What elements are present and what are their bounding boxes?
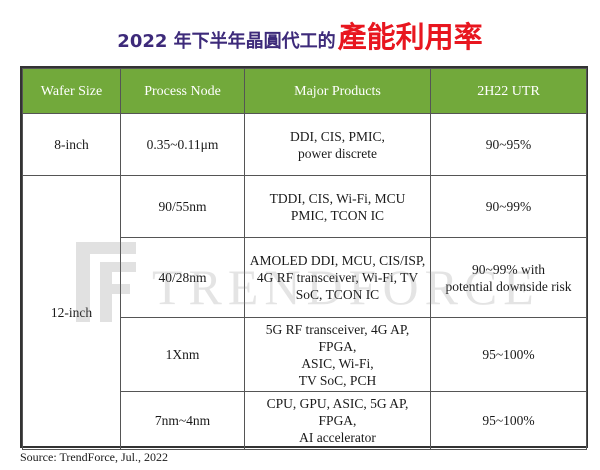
title-main-text: 2022 年下半年晶圓代工的 — [117, 31, 336, 52]
page-title: 2022 年下半年晶圓代工的產能利用率 — [0, 14, 600, 58]
cell-utr: 90~99% with potential downside risk — [430, 237, 587, 318]
cell-process-node: 90/55nm — [120, 175, 245, 238]
products-line: DDI, CIS, PMIC, — [290, 128, 385, 144]
cell-major-products: CPU, GPU, ASIC, 5G AP, FPGA, AI accelera… — [244, 391, 431, 450]
products-line: ASIC, Wi-Fi, — [301, 355, 374, 371]
cell-process-node: 40/28nm — [120, 237, 245, 318]
utilization-table: Wafer Size Process Node Major Products 2… — [22, 68, 587, 450]
cell-process-node: 7nm~4nm — [120, 391, 245, 450]
products-line: 5G RF transceiver, 4G AP, FPGA, — [265, 321, 410, 354]
title-accent-text: 產能利用率 — [337, 20, 483, 54]
cell-major-products: DDI, CIS, PMIC, power discrete — [244, 113, 431, 176]
cell-major-products: AMOLED DDI, MCU, CIS/ISP, 4G RF transcei… — [244, 237, 431, 318]
header-wafer-size: Wafer Size — [22, 68, 121, 114]
cell-utr: 90~95% — [430, 113, 587, 176]
cell-major-products: TDDI, CIS, Wi-Fi, MCU PMIC, TCON IC — [244, 175, 431, 238]
cell-process-node: 0.35~0.11μm — [120, 113, 245, 176]
utilization-table-frame: Wafer Size Process Node Major Products 2… — [20, 66, 588, 450]
products-line: AI accelerator — [299, 430, 376, 445]
source-note: Source: TrendForce, Jul., 2022 — [20, 450, 168, 464]
table-header-row: Wafer Size Process Node Major Products 2… — [22, 68, 587, 114]
cell-utr: 95~100% — [430, 317, 587, 392]
cell-process-node: 1Xnm — [120, 317, 245, 392]
cell-wafer-size: 8-inch — [22, 113, 121, 176]
cell-major-products: 5G RF transceiver, 4G AP, FPGA, ASIC, Wi… — [244, 317, 431, 392]
products-line: power discrete — [297, 145, 378, 161]
utr-line: potential downside risk — [445, 278, 572, 294]
table-row: 12-inch 90/55nm TDDI, CIS, Wi-Fi, MCU PM… — [22, 175, 587, 450]
table-row: 40/28nm AMOLED DDI, MCU, CIS/ISP, 4G RF … — [23, 237, 587, 318]
header-major-products: Major Products — [244, 68, 431, 114]
utr-line: 90~99% with — [472, 261, 545, 277]
products-line: TDDI, CIS, Wi-Fi, MCU — [269, 190, 406, 206]
products-line: 4G RF transceiver, Wi-Fi, TV — [256, 270, 419, 285]
products-line: CPU, GPU, ASIC, 5G AP, FPGA, — [266, 396, 409, 428]
cell-wafer-size: 12-inch — [22, 175, 121, 450]
table-row: 1Xnm 5G RF transceiver, 4G AP, FPGA, ASI… — [23, 317, 587, 392]
cell-utr: 95~100% — [430, 391, 587, 450]
header-process-node: Process Node — [120, 68, 245, 114]
products-line: PMIC, TCON IC — [290, 207, 385, 223]
cell-utr: 90~99% — [430, 175, 587, 238]
table-row: 8-inch 0.35~0.11μm DDI, CIS, PMIC, power… — [22, 113, 587, 176]
products-line: SoC, TCON IC — [295, 287, 380, 302]
products-line: TV SoC, PCH — [298, 372, 377, 388]
products-line: AMOLED DDI, MCU, CIS/ISP, — [249, 253, 426, 268]
table-row: 7nm~4nm CPU, GPU, ASIC, 5G AP, FPGA, AI … — [23, 391, 587, 450]
header-utr: 2H22 UTR — [430, 68, 587, 114]
